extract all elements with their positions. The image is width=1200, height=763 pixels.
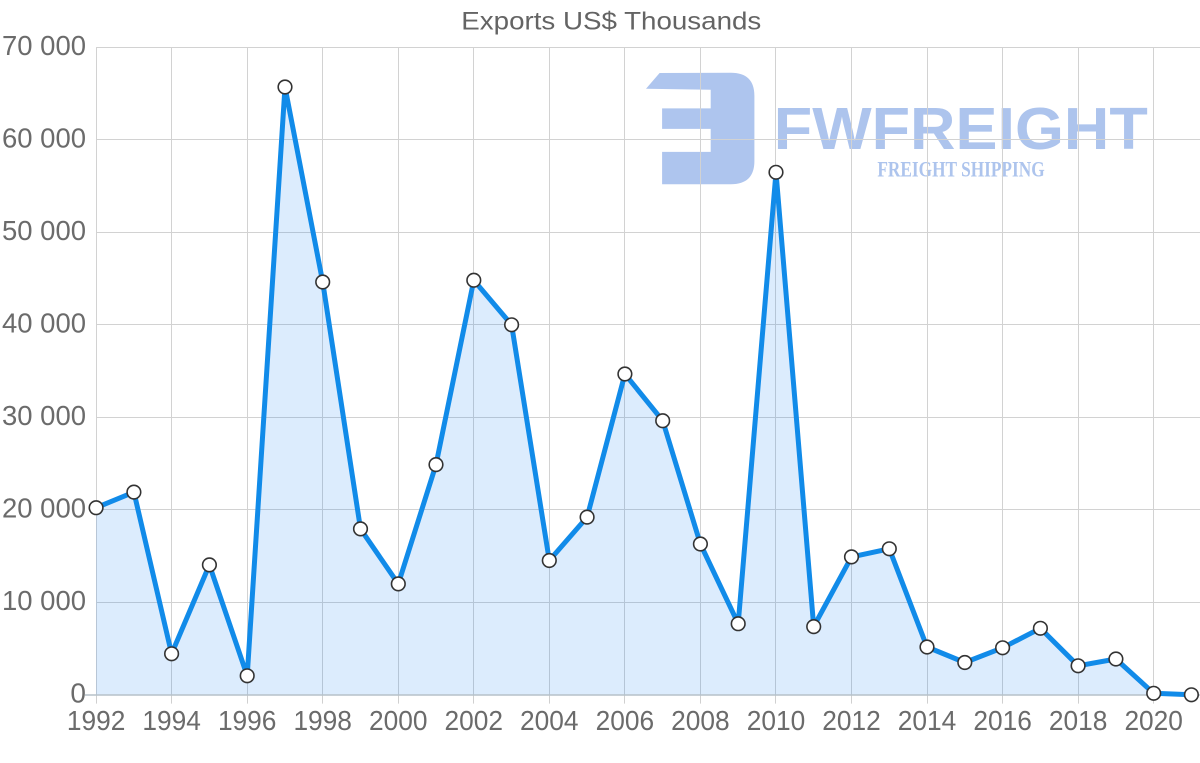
svg-text:2012: 2012: [822, 705, 881, 736]
svg-text:50 000: 50 000: [2, 215, 86, 246]
svg-text:60 000: 60 000: [2, 123, 86, 154]
svg-text:FWFREIGHT: FWFREIGHT: [774, 96, 1148, 162]
svg-text:2014: 2014: [898, 705, 957, 736]
svg-text:1994: 1994: [142, 705, 201, 736]
svg-text:2018: 2018: [1049, 705, 1108, 736]
svg-text:2016: 2016: [973, 705, 1032, 736]
svg-text:2010: 2010: [747, 705, 806, 736]
svg-text:1996: 1996: [218, 705, 277, 736]
svg-text:Exports US$ Thousands: Exports US$ Thousands: [461, 8, 761, 36]
svg-text:20 000: 20 000: [2, 493, 86, 524]
svg-text:30 000: 30 000: [2, 400, 86, 431]
svg-text:0: 0: [70, 678, 86, 709]
svg-text:2006: 2006: [596, 705, 655, 736]
svg-text:2002: 2002: [445, 705, 504, 736]
svg-text:2000: 2000: [369, 705, 428, 736]
svg-text:1992: 1992: [67, 705, 126, 736]
svg-text:2008: 2008: [671, 705, 730, 736]
svg-text:70 000: 70 000: [2, 30, 86, 61]
svg-text:2004: 2004: [520, 705, 579, 736]
svg-text:2020: 2020: [1124, 705, 1183, 736]
svg-text:FREIGHT SHIPPING: FREIGHT SHIPPING: [877, 156, 1044, 181]
svg-text:40 000: 40 000: [2, 308, 86, 339]
svg-text:1998: 1998: [293, 705, 352, 736]
svg-text:10 000: 10 000: [2, 585, 86, 616]
